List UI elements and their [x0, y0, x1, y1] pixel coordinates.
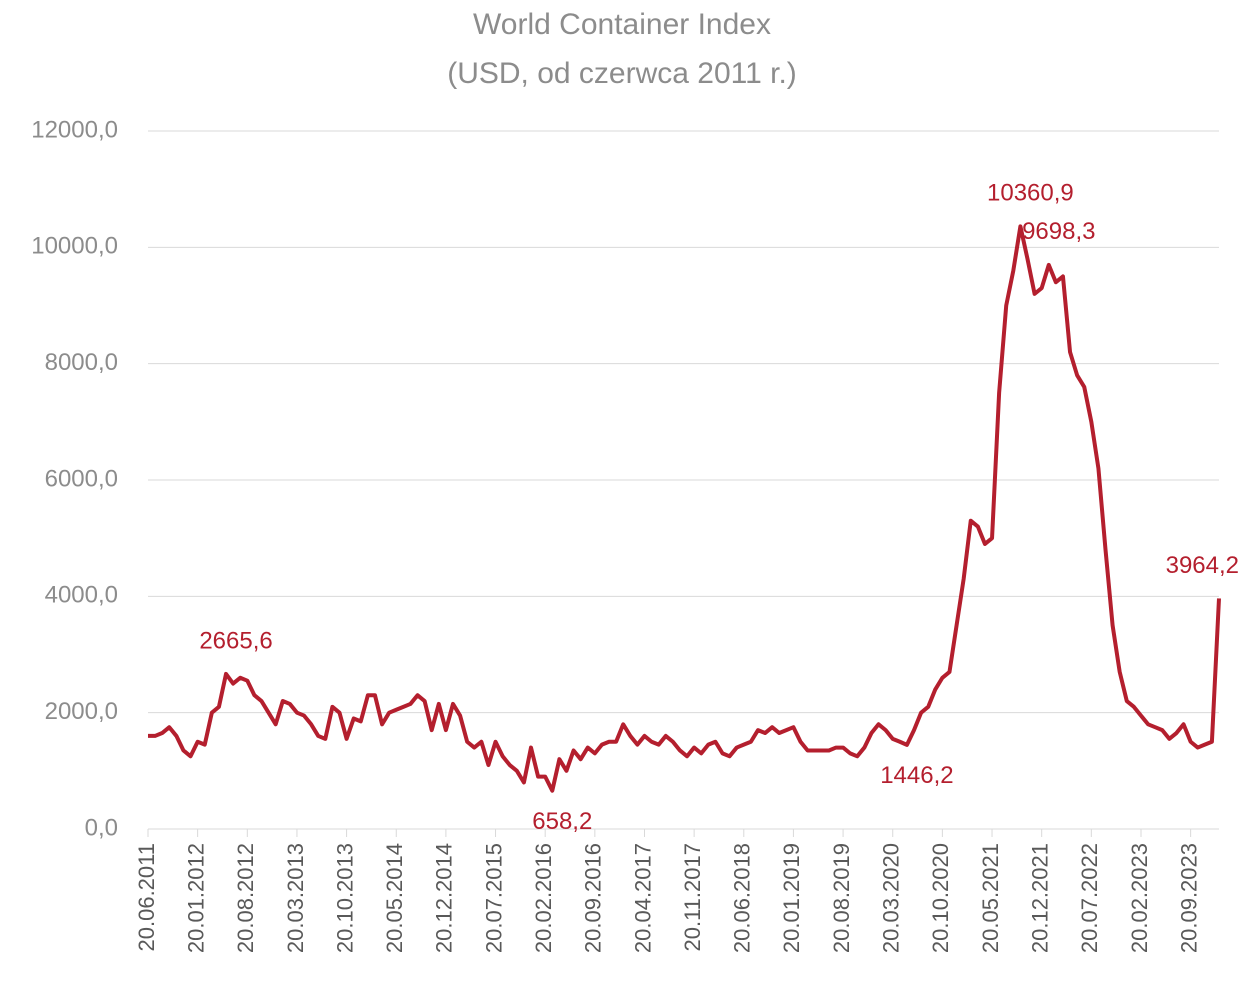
x-tick-label: 20.09.2016: [581, 843, 606, 953]
x-tick-label: 20.07.2022: [1077, 843, 1102, 953]
data-line: [148, 224, 1221, 793]
x-tick-label: 20.01.2019: [779, 843, 804, 953]
y-tick-label: 4000,0: [45, 582, 118, 609]
x-tick-label: 20.10.2013: [332, 843, 357, 953]
data-label: 10360,9: [987, 180, 1074, 207]
chart-subtitle: (USD, od czerwca 2011 r.): [447, 57, 797, 90]
data-label: 2665,6: [199, 627, 272, 654]
x-tick-label: 20.10.2020: [928, 843, 953, 953]
y-tick-label: 12000,0: [31, 116, 118, 143]
y-tick-label: 8000,0: [45, 349, 118, 376]
y-tick-label: 6000,0: [45, 465, 118, 492]
x-tick-label: 20.06.2011: [134, 843, 159, 951]
x-tick-label: 20.03.2020: [879, 843, 904, 953]
x-tick-label: 20.03.2013: [283, 843, 308, 953]
y-tick-label: 2000,0: [45, 698, 118, 725]
x-tick-label: 20.08.2012: [233, 843, 258, 953]
data-label: 1446,2: [880, 762, 953, 789]
y-tick-label: 10000,0: [31, 233, 118, 260]
data-label: 9698,3: [1022, 218, 1095, 245]
x-tick-label: 20.08.2019: [829, 843, 854, 953]
x-tick-label: 20.05.2021: [978, 843, 1003, 953]
data-label: 3964,2: [1166, 552, 1239, 579]
x-tick-label: 20.11.2017: [680, 843, 705, 951]
x-tick-label: 20.04.2017: [630, 843, 655, 953]
x-tick-label: 20.02.2016: [531, 843, 556, 953]
data-label: 658,2: [532, 808, 592, 835]
x-tick-label: 20.02.2023: [1127, 843, 1152, 953]
x-tick-label: 20.07.2015: [481, 843, 506, 953]
y-tick-label: 0,0: [85, 814, 118, 841]
x-tick-label: 20.05.2014: [382, 843, 407, 953]
x-tick-label: 20.12.2014: [432, 843, 457, 953]
x-tick-label: 20.09.2023: [1176, 843, 1201, 953]
x-tick-label: 20.12.2021: [1027, 843, 1052, 953]
x-tick-label: 20.01.2012: [183, 843, 208, 953]
chart-title: World Container Index: [473, 8, 771, 41]
x-tick-label: 20.06.2018: [730, 843, 755, 953]
